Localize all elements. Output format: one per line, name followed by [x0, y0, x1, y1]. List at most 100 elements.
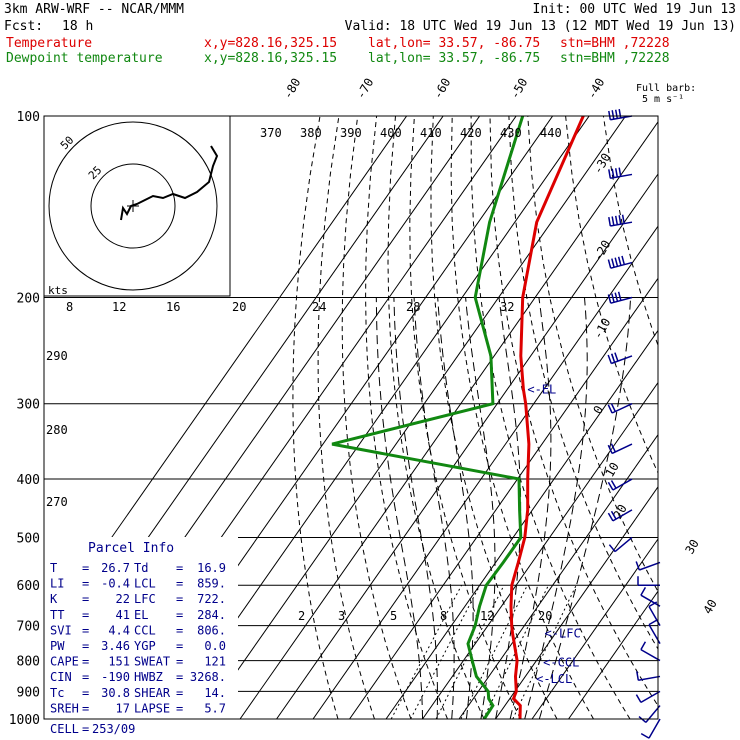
parcel-info-equals: = [176, 670, 183, 684]
parcel-info-value: 22 [116, 592, 130, 606]
model-title: 3km ARW-WRF -- NCAR/MMM [4, 2, 185, 17]
mixing-ratio-label: 5 [390, 609, 397, 623]
mixing-ratio-line [410, 584, 481, 719]
moist-adiabat-line [375, 297, 423, 719]
isotherm-line [458, 433, 658, 719]
mixing-ratio-line [390, 584, 463, 719]
dry-adiabat-line [409, 116, 521, 719]
isotherm-label: 0 [590, 403, 606, 416]
parcel-info-key: SVI [50, 623, 72, 637]
isotherm-line [312, 225, 658, 719]
parcel-info-key: LFC [134, 592, 156, 606]
parcel-info-value: 722. [197, 592, 226, 606]
mixing-ratio-line [482, 584, 549, 719]
moist-adiabat-line [413, 297, 455, 719]
parcel-info-equals: = [82, 722, 89, 736]
parcel-info-value: 806. [197, 623, 226, 637]
pressure-tick-label: 700 [17, 620, 40, 635]
parcel-info-value: 41 [116, 608, 130, 622]
isotherm-line [568, 590, 658, 719]
parcel-info-key: YGP [134, 639, 156, 653]
parcel-info-key: EL [134, 608, 148, 622]
mixing-ratio-line [460, 584, 528, 719]
wind-barb [608, 214, 633, 227]
parcel-info-equals: = [176, 623, 183, 637]
theta-e-label: 420 [460, 126, 482, 140]
wind-barb [607, 352, 633, 365]
parcel-info-value: 26.7 [101, 561, 130, 575]
hodograph-trace [120, 145, 219, 221]
isotherm-label: 30 [682, 537, 701, 557]
mixing-ratio-label: 2 [298, 609, 305, 623]
wind-barb [607, 443, 633, 455]
temperature-latlon: lat,lon= 33.57, -86.75 [368, 36, 541, 51]
pressure-tick-label: 800 [17, 655, 40, 670]
temperature-xy: x,y=828.16,325.15 [204, 36, 338, 51]
wind-barb [607, 255, 633, 269]
mixing-ratio-label: 20 [232, 300, 246, 314]
parcel-info-key: Tc [50, 686, 64, 700]
isotherm-label: -20 [590, 238, 613, 264]
isotherm-line [203, 116, 627, 719]
isotherm-line [276, 173, 658, 719]
wind-barb [640, 641, 661, 662]
theta-label: 290 [46, 349, 68, 363]
parcel-info-value: 121 [204, 655, 226, 669]
parcel-info-equals: = [82, 701, 89, 715]
isotherm-label: -60 [430, 76, 453, 102]
isotherm-label: -40 [584, 76, 607, 102]
pressure-tick-label: 400 [17, 473, 40, 488]
temperature-profile [509, 116, 585, 719]
lfc-marker: <-LFC [545, 627, 581, 641]
isotherm-line [531, 538, 658, 719]
mixing-ratio-label: 8 [66, 300, 73, 314]
parcel-info-key: Td [134, 561, 148, 575]
parcel-info-key: CCL [134, 623, 156, 637]
theta-e-label: 430 [500, 126, 522, 140]
parcel-info-equals: = [82, 561, 89, 575]
wind-barb [608, 536, 633, 553]
el-marker: <-EL [527, 382, 556, 396]
temperature-station: stn=BHM ,72228 [560, 36, 670, 51]
mixing-ratio-label: 24 [312, 300, 326, 314]
parcel-info-value: 151 [108, 655, 130, 669]
wind-barb [607, 509, 633, 522]
hodograph-unit-label: kts [48, 284, 68, 297]
parcel-info-equals: = [176, 608, 183, 622]
pressure-tick-label: 200 [17, 292, 40, 307]
parcel-info-key: CIN [50, 670, 72, 684]
dry-adiabat-line [565, 116, 658, 475]
wind-barb [607, 291, 633, 304]
wind-barb [608, 167, 633, 180]
isotherm-line [239, 121, 658, 719]
init-time: Init: 00 UTC Wed 19 Jun 13 [532, 2, 737, 17]
dry-adiabat-line [292, 116, 339, 719]
wind-barb [640, 587, 661, 607]
isotherm-label: 10 [602, 460, 621, 480]
parcel-info-key: CAPE [50, 655, 79, 669]
forecast-label: Fcst: [4, 19, 44, 34]
parcel-info-value: 0.0 [204, 639, 226, 653]
theta-e-label: 400 [380, 126, 402, 140]
wind-barb [640, 718, 661, 739]
wind-barb [607, 478, 633, 491]
parcel-info-key: HWBZ [134, 670, 163, 684]
wind-barb [637, 576, 661, 586]
dewpoint-profile [331, 116, 525, 719]
wind-barb [638, 705, 661, 723]
parcel-info-equals: = [82, 623, 89, 637]
isotherm-line [495, 486, 658, 719]
pressure-tick-label: 300 [17, 398, 40, 413]
parcel-info-key: T [50, 561, 57, 575]
parcel-info-equals: = [82, 670, 89, 684]
hodograph-ring [90, 163, 176, 249]
plot-frame [43, 115, 659, 720]
parcel-info-equals: = [82, 577, 89, 591]
moist-adiabat-line [465, 297, 496, 719]
parcel-info-equals: = [176, 701, 183, 715]
wind-barb [636, 671, 661, 682]
parcel-info-value: 4.4 [108, 623, 130, 637]
mixing-ratio-label: 28 [406, 300, 420, 314]
